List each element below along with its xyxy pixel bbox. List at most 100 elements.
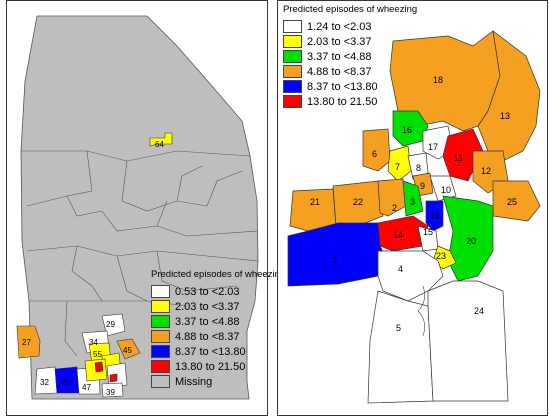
legend-label: 1.24 to <2.03	[307, 20, 372, 33]
right-legend-row: 4.88 to <8.37	[283, 64, 417, 79]
label-5: 5	[396, 323, 401, 333]
legend-swatch-blue	[151, 345, 170, 358]
legend-swatch-white	[151, 285, 170, 298]
label-15: 15	[423, 227, 433, 237]
legend-label: 4.88 to <8.37	[307, 65, 372, 78]
left-legend-row: 8.37 to <13.80	[151, 344, 285, 359]
legend-label: 4.88 to <8.37	[175, 330, 240, 343]
legend-swatch-white	[283, 20, 302, 33]
right-legend-title: Predicted episodes of wheezing	[283, 4, 418, 15]
region-45	[116, 338, 141, 360]
legend-swatch-red	[151, 360, 170, 373]
label-34: 34	[89, 338, 98, 347]
legend-swatch-yellow	[151, 300, 170, 313]
region-6	[362, 128, 391, 172]
label-3: 3	[410, 197, 415, 207]
legend-label: 13.80 to 21.50	[175, 360, 246, 373]
right-legend-row: 2.03 to <3.37	[283, 34, 417, 49]
label-28: 28	[61, 378, 70, 387]
label-7: 7	[395, 162, 400, 172]
region-19	[425, 200, 444, 232]
right-legend-row: 13.80 to 21.50	[283, 94, 417, 109]
legend-swatch-green	[151, 315, 170, 328]
label-8: 8	[416, 163, 421, 173]
region-7	[387, 145, 412, 182]
region-39	[101, 382, 124, 398]
label-47: 47	[82, 383, 91, 392]
city-map-panel: 18 13 16 17 6 11 7 8 12 9 10 21 22 2 3 2…	[277, 0, 548, 416]
left-legend-row: 0.53 to <2.03	[151, 284, 285, 299]
label-17: 17	[428, 142, 438, 152]
label-39: 39	[106, 388, 115, 397]
label-4: 4	[398, 264, 403, 274]
legend-swatch-yellow	[283, 35, 302, 48]
label-11: 11	[454, 153, 463, 163]
region-20	[442, 195, 494, 282]
label-16: 16	[402, 125, 412, 135]
label-27: 27	[22, 338, 31, 347]
region-24	[427, 280, 509, 402]
label-13: 13	[500, 111, 510, 121]
legend-swatch-blue	[283, 80, 302, 93]
label-21: 21	[310, 197, 320, 207]
right-legend-row: 1.24 to <2.03	[283, 19, 417, 34]
right-legend-row: 8.37 to <13.80	[283, 79, 417, 94]
legend-label: 13.80 to 21.50	[307, 95, 378, 108]
left-legend-row: Missing	[151, 374, 285, 389]
label-29: 29	[106, 320, 115, 329]
label-20: 20	[466, 236, 476, 246]
region-29	[101, 313, 126, 337]
label-64: 64	[155, 140, 164, 149]
label-14: 14	[393, 230, 403, 240]
region-5	[367, 290, 434, 404]
province-map-panel: 64 27 29 34 55 45 32 28 47 39 Predicted …	[6, 0, 285, 416]
label-18: 18	[433, 75, 443, 85]
region-3	[402, 180, 424, 217]
label-22: 22	[353, 197, 363, 207]
region-cluster-3	[94, 361, 104, 373]
region-22	[332, 180, 384, 227]
label-10: 10	[441, 185, 451, 195]
province-shape	[20, 15, 259, 400]
label-1: 1	[333, 255, 338, 265]
left-legend-row: 13.80 to 21.50	[151, 359, 285, 374]
right-legend: Predicted episodes of wheezing 1.24 to <…	[283, 4, 417, 109]
legend-label: 8.37 to <13.80	[307, 80, 378, 93]
legend-swatch-gray	[151, 375, 170, 388]
label-19: 19	[430, 211, 440, 221]
left-legend-row: 4.88 to <8.37	[151, 329, 285, 344]
region-2	[377, 178, 407, 217]
legend-swatch-red	[283, 95, 302, 108]
left-legend-row: 3.37 to <4.88	[151, 314, 285, 329]
label-9: 9	[420, 181, 425, 191]
legend-swatch-orange	[151, 330, 170, 343]
label-25: 25	[507, 197, 517, 207]
left-legend-title: Predicted episodes of wheezing	[151, 269, 286, 280]
label-23: 23	[436, 251, 446, 261]
legend-label: 2.03 to <3.37	[307, 35, 372, 48]
river-line	[417, 285, 425, 337]
legend-label: 8.37 to <13.80	[175, 345, 246, 358]
region-21	[289, 188, 337, 232]
legend-label: Missing	[175, 375, 213, 388]
legend-swatch-green	[283, 50, 302, 63]
label-12: 12	[481, 166, 491, 176]
legend-label: 3.37 to <4.88	[307, 50, 372, 63]
legend-label: 2.03 to <3.37	[175, 300, 240, 313]
legend-label: 3.37 to <4.88	[175, 315, 240, 328]
region-64	[149, 132, 173, 147]
label-55: 55	[93, 350, 102, 359]
region-cluster-red	[109, 373, 118, 383]
region-10	[429, 175, 457, 202]
region-27	[16, 325, 41, 359]
right-legend-row: 3.37 to <4.88	[283, 49, 417, 64]
label-24: 24	[474, 306, 484, 316]
left-legend: Predicted episodes of wheezing 0.53 to <…	[151, 269, 285, 389]
legend-swatch-orange	[283, 65, 302, 78]
label-2: 2	[392, 203, 397, 213]
city-map: 18 13 16 17 6 11 7 8 12 9 10 21 22 2 3 2…	[287, 30, 541, 404]
label-6: 6	[372, 149, 377, 159]
label-45: 45	[123, 346, 132, 355]
left-legend-row: 2.03 to <3.37	[151, 299, 285, 314]
label-32: 32	[40, 378, 49, 387]
